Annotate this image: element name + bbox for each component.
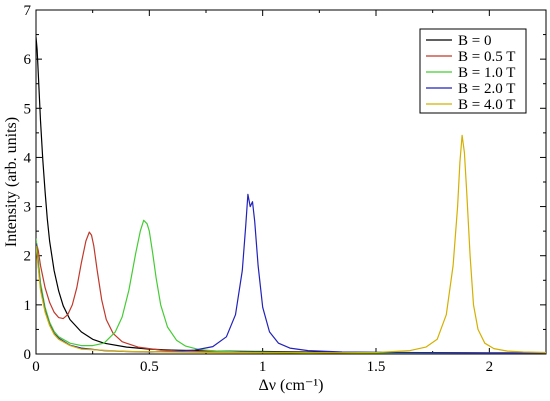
legend: B = 0B = 0.5 TB = 1.0 TB = 2.0 TB = 4.0 … bbox=[419, 28, 527, 114]
series-line-b-2-0-t bbox=[36, 193, 546, 354]
y-tick-label: 4 bbox=[24, 150, 32, 166]
x-tick-label: 0 bbox=[32, 359, 40, 375]
y-axis-ticks: 0 1 2 3 4 5 6 7 bbox=[24, 3, 546, 363]
series-layer bbox=[36, 36, 546, 354]
legend-box bbox=[419, 28, 527, 114]
x-tick-label: 1.5 bbox=[367, 359, 386, 375]
x-tick-label: 2 bbox=[486, 359, 494, 375]
legend-label: B = 4.0 T bbox=[458, 97, 515, 113]
y-tick-label: 2 bbox=[24, 249, 32, 265]
legend-label: B = 1.0 T bbox=[458, 65, 515, 81]
y-tick-label: 0 bbox=[24, 347, 32, 363]
x-axis-label: Δν (cm⁻¹) bbox=[259, 377, 324, 394]
y-tick-label: 5 bbox=[24, 101, 32, 117]
y-tick-label: 7 bbox=[24, 3, 32, 19]
y-axis-label: Intensity (arb. units) bbox=[3, 117, 20, 247]
legend-label: B = 0.5 T bbox=[458, 49, 515, 65]
y-tick-label: 6 bbox=[24, 52, 32, 68]
y-tick-label: 3 bbox=[24, 200, 32, 216]
y-tick-label: 1 bbox=[24, 298, 32, 314]
series-line-b-1-0-t bbox=[36, 219, 546, 354]
legend-label: B = 2.0 T bbox=[458, 81, 515, 97]
legend-label: B = 0 bbox=[458, 33, 491, 49]
x-tick-label: 0.5 bbox=[140, 359, 159, 375]
series-line-b-0-5-t bbox=[36, 231, 546, 354]
series-line-b-0 bbox=[36, 36, 546, 354]
series-line-b-4-0-t bbox=[36, 134, 546, 354]
x-tick-label: 1 bbox=[259, 359, 267, 375]
